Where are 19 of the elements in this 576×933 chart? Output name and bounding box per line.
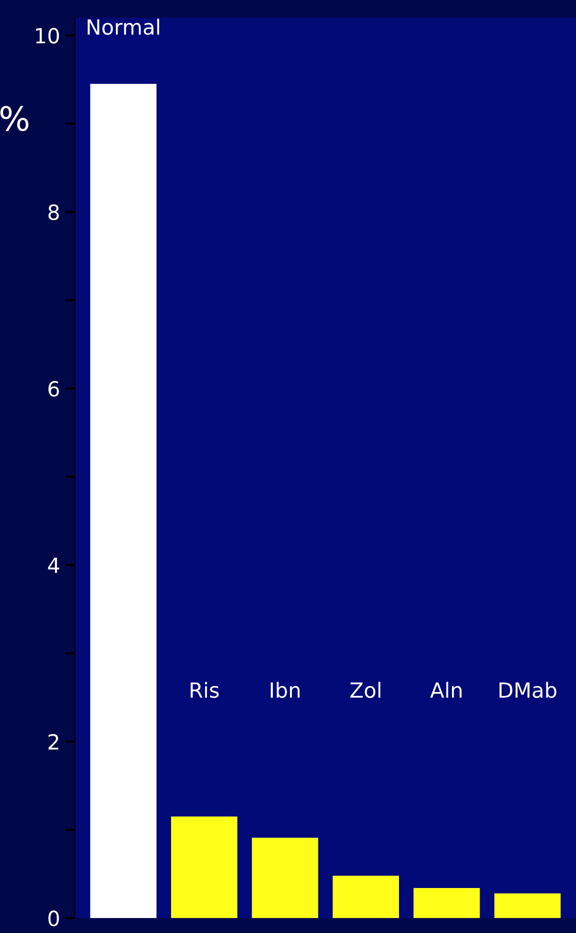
bar bbox=[90, 84, 157, 918]
bar bbox=[171, 816, 238, 918]
y-tick-label: 0 bbox=[48, 910, 59, 926]
x-tick-label: Ibn bbox=[270, 682, 300, 698]
x-tick-label: Aln bbox=[430, 682, 462, 698]
x-tick-label: DMab bbox=[500, 682, 556, 698]
y-axis-title: % bbox=[0, 106, 28, 132]
x-tick-label: Normal bbox=[88, 18, 160, 35]
bar bbox=[332, 876, 399, 918]
x-tick-label: Ris bbox=[190, 682, 219, 698]
bar bbox=[414, 888, 480, 918]
y-tick-label: 4 bbox=[48, 558, 60, 573]
y-tick-label: 10 bbox=[36, 28, 59, 44]
y-tick-label: 2 bbox=[48, 734, 58, 750]
bar bbox=[494, 893, 561, 918]
x-tick-label: Zol bbox=[350, 682, 380, 698]
y-tick-label: 8 bbox=[48, 204, 59, 220]
bar bbox=[252, 838, 318, 918]
y-tick-label: 6 bbox=[48, 380, 59, 397]
